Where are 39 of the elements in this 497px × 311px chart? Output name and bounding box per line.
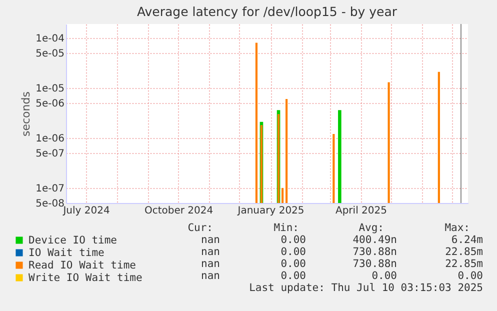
text: 0.00 [458,270,483,282]
text: 0.00 [280,246,306,258]
text: nan [201,270,220,282]
y-tick-label: 5e-07 [36,148,64,160]
x-tick-label: July 2024 [62,206,110,216]
y-tick-label: 5e-08 [36,198,64,210]
text: nan [201,258,220,270]
y-axis-title: seconds [20,91,33,136]
text: Last update: Thu Jul 10 03:15:03 2025 [249,282,483,294]
y-tick-label: 1e-04 [36,33,64,44]
text: 730.88n [352,258,397,270]
legend-label: Read IO Wait time [28,259,136,272]
legend-label: Write IO Wait time [28,272,142,284]
x-tick-label: October 2024 [144,206,214,216]
x-tick-label: January 2025 [236,206,304,216]
y-tick-label: 1e-05 [36,83,64,94]
legend-label: Device IO time [28,234,118,246]
text: Max: [444,222,470,234]
y-tick-label: 5e-05 [36,48,64,60]
text: 22.85m [445,258,483,270]
text: nan [201,246,220,258]
text: 0.00 [280,234,306,246]
text: 0.00 [280,270,306,282]
text: Cur: [188,222,213,234]
text: nan [201,234,220,246]
text: 0.00 [280,258,306,270]
text: 6.24m [451,234,483,246]
y-tick-label: 5e-06 [36,98,64,110]
text: 0.00 [372,270,397,282]
y-tick-label: 1e-07 [36,183,64,194]
text: 22.85m [445,246,483,258]
chart-title: Average latency for /dev/loop15 - by year [136,4,398,19]
text: 400.49n [352,234,397,246]
y-tick-label: 1e-06 [36,133,64,144]
text: 730.88n [352,246,397,258]
legend-label: IO Wait time [28,246,104,259]
text: Avg: [358,222,384,234]
x-tick-label: April 2025 [335,206,387,216]
text: Min: [274,222,299,234]
